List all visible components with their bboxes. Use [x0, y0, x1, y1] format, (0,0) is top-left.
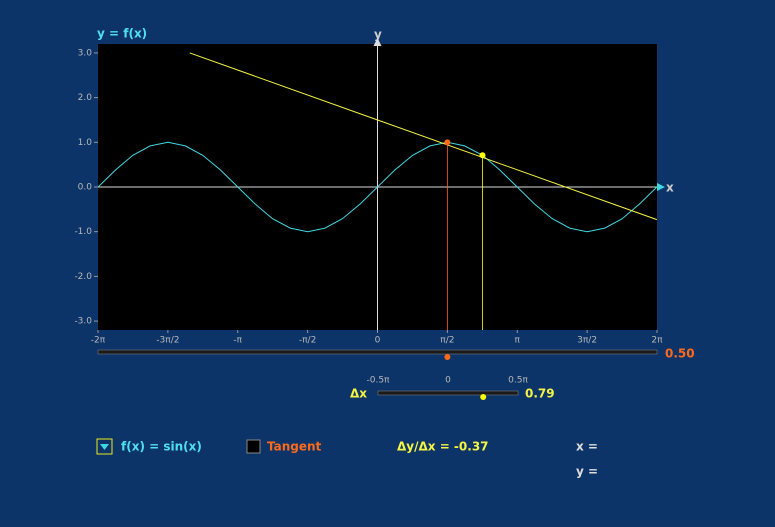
- check-icon: [100, 444, 109, 450]
- y-tick-label: -1.0: [74, 227, 92, 237]
- x-axis-label: x: [666, 181, 674, 195]
- x-arrow: [657, 183, 665, 191]
- x-tick-label: -2π: [91, 336, 106, 346]
- x-tick-label: 3π/2: [577, 336, 597, 346]
- y-tick-label: 2.0: [78, 93, 93, 103]
- slope-readout: Δy/Δx = -0.37: [397, 440, 489, 454]
- x-tick-label: -π: [233, 336, 242, 346]
- y-readout: y =: [576, 465, 598, 479]
- slider-value: 0.50: [665, 347, 695, 361]
- y-arrow: [373, 38, 382, 46]
- x-tick-label: -3π/2: [156, 336, 179, 346]
- chart-title: y = f(x): [97, 27, 147, 41]
- slider-thumb[interactable]: [444, 354, 451, 360]
- dx-tick-label: -0.5π: [367, 376, 391, 386]
- dx-tick-label: 0.5π: [508, 376, 528, 386]
- y-tick-label: 1.0: [78, 138, 93, 148]
- point: [479, 152, 486, 159]
- y-axis-label: y: [374, 28, 382, 42]
- y-tick-label: -2.0: [74, 272, 92, 282]
- tangent-checkbox[interactable]: [246, 439, 261, 454]
- dx-track[interactable]: [377, 390, 519, 396]
- curve: [97, 141, 658, 233]
- tangent-label[interactable]: Tangent: [267, 440, 322, 454]
- dx-thumb[interactable]: [480, 394, 487, 400]
- y-tick-label: 0.0: [78, 183, 93, 193]
- y-tick-label: -3.0: [74, 317, 92, 327]
- x-tick-label: π/2: [440, 336, 454, 346]
- x-tick-label: 0: [375, 336, 381, 346]
- function-label[interactable]: f(x) = sin(x): [121, 440, 202, 454]
- x-tick-label: 2π: [651, 336, 663, 346]
- point: [444, 139, 451, 146]
- slider-track[interactable]: [97, 349, 658, 355]
- dx-tick-label: 0: [445, 376, 451, 386]
- dx-label: Δx: [350, 387, 367, 401]
- y-tick-label: 3.0: [78, 48, 93, 58]
- curve: [189, 52, 658, 221]
- x-tick-label: π: [515, 336, 521, 346]
- x-tick-label: -π/2: [299, 336, 316, 346]
- x-readout: x =: [576, 440, 598, 454]
- dx-value: 0.79: [525, 387, 555, 401]
